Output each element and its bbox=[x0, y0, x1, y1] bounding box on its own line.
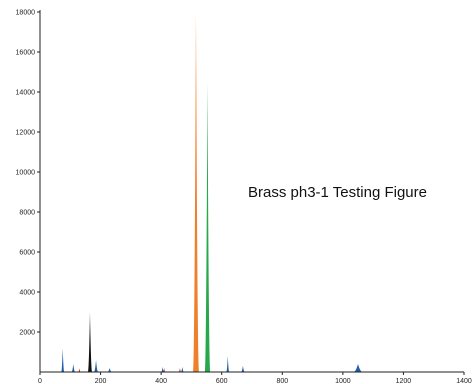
series-0-peak-0 bbox=[61, 348, 65, 372]
x-tick-label-6: 1200 bbox=[396, 378, 412, 384]
series-0-peak-4 bbox=[161, 367, 165, 372]
series-0-peak-7 bbox=[241, 366, 245, 372]
series-1-peak-1 bbox=[162, 368, 166, 372]
y-tick-label-6: 14000 bbox=[16, 90, 36, 97]
y-tick-label-8: 18000 bbox=[16, 10, 36, 17]
series-3-peak-0 bbox=[192, 12, 199, 372]
x-tick-label-1: 200 bbox=[95, 378, 107, 384]
x-tick-label-0: 0 bbox=[38, 378, 42, 384]
chart-annotation: Brass ph3-1 Testing Figure bbox=[248, 184, 427, 201]
y-tick-label-1: 4000 bbox=[19, 290, 35, 297]
series-0-peak-3 bbox=[107, 368, 112, 372]
y-ticks: 2000 4000 6000 8000 10000 12000 14000 16000 1800… bbox=[16, 10, 40, 337]
x-tick-label-7: 1400 bbox=[456, 378, 472, 384]
x-tick-label-3: 600 bbox=[216, 378, 228, 384]
y-tick-label-3: 8000 bbox=[19, 210, 35, 217]
x-tick-label-5: 1000 bbox=[335, 378, 351, 384]
series-0-peak-5 bbox=[180, 367, 184, 372]
series-4-peak-0 bbox=[204, 82, 211, 372]
series-1-peak-0 bbox=[78, 368, 81, 372]
y-tick-label-5: 12000 bbox=[16, 130, 36, 137]
series-0-peak-8 bbox=[353, 364, 363, 372]
series-0-peak-2 bbox=[93, 360, 99, 372]
series-1-peak-2 bbox=[178, 368, 182, 372]
x-ticks: 0 200 400 600 800 1000 1200 1400 bbox=[38, 372, 472, 384]
x-tick-label-4: 800 bbox=[276, 378, 288, 384]
peaks-layer bbox=[61, 12, 363, 372]
y-tick-label-7: 16000 bbox=[16, 50, 36, 57]
series-0-peak-6 bbox=[226, 356, 230, 372]
y-tick-label-4: 10000 bbox=[16, 170, 36, 177]
series-2-peak-0 bbox=[87, 312, 93, 372]
y-tick-label-2: 6000 bbox=[19, 250, 35, 257]
series-0-peak-1 bbox=[71, 364, 76, 372]
x-tick-label-2: 400 bbox=[155, 378, 167, 384]
y-tick-label-0: 2000 bbox=[19, 330, 35, 337]
